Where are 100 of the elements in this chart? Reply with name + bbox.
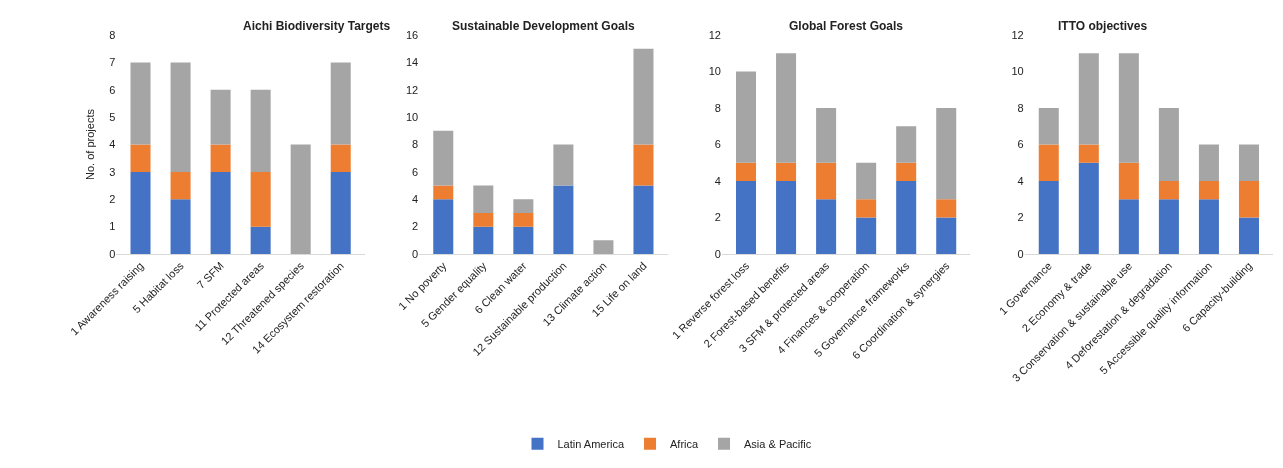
y-tick-label: 0 (109, 247, 116, 260)
bar (1238, 144, 1259, 181)
bar (1158, 199, 1179, 254)
bar (633, 185, 654, 254)
bar (473, 185, 494, 213)
bar (1078, 144, 1099, 163)
bar (736, 181, 757, 254)
y-tick-label: 4 (714, 174, 721, 187)
bar (1078, 162, 1099, 254)
bar (433, 130, 454, 186)
bar (513, 212, 534, 227)
bar (896, 126, 917, 163)
y-tick-label: 5 (109, 110, 116, 123)
bar (1238, 217, 1259, 254)
bar (896, 181, 917, 254)
bar (473, 212, 494, 227)
bar (433, 199, 454, 254)
bar (170, 62, 191, 172)
bar (856, 199, 877, 218)
bar (936, 108, 957, 200)
bar (1158, 108, 1179, 181)
bar (593, 240, 614, 254)
bar (1198, 181, 1219, 200)
bar (633, 144, 654, 186)
bar (513, 226, 534, 254)
y-tick-label: 12 (405, 83, 419, 96)
y-tick-label: 6 (412, 165, 419, 178)
bar (250, 226, 271, 254)
y-tick-label: 8 (714, 101, 721, 114)
bar (210, 171, 231, 254)
y-tick-label: 3 (109, 165, 116, 178)
y-tick-label: 2 (412, 220, 419, 233)
y-tick-label: 6 (109, 83, 116, 96)
y-tick-label: 6 (714, 138, 721, 151)
chart-title: Aichi Biodiversity Targets (243, 19, 391, 33)
bar (250, 171, 271, 227)
bar (816, 108, 837, 163)
y-tick-label: 4 (109, 138, 116, 151)
bar (210, 144, 231, 172)
y-tick-label: 8 (1017, 101, 1024, 114)
bar (1078, 53, 1099, 145)
bar (736, 162, 757, 181)
bar (330, 144, 351, 172)
y-tick-label: 4 (412, 193, 419, 206)
bar (433, 185, 454, 200)
legend-label: Africa (670, 437, 700, 450)
chart-title: ITTO objectives (1058, 19, 1148, 33)
y-tick-label: 10 (708, 65, 721, 78)
bar (330, 171, 351, 254)
chart-title: Global Forest Goals (789, 19, 904, 33)
bar (1038, 144, 1059, 181)
bar (633, 48, 654, 145)
bar (330, 62, 351, 145)
y-tick-label: 7 (109, 56, 116, 69)
bar (210, 89, 231, 145)
bar (513, 199, 534, 213)
bar (473, 226, 494, 254)
y-tick-label: 10 (405, 110, 419, 123)
bar (1198, 144, 1219, 181)
bar (553, 185, 574, 254)
bar (250, 89, 271, 172)
y-tick-label: 16 (405, 28, 419, 41)
y-tick-label: 12 (708, 28, 721, 41)
bar (1118, 162, 1139, 200)
bar (170, 199, 191, 254)
y-tick-label: 8 (109, 28, 116, 41)
y-tick-label: 0 (714, 247, 721, 260)
legend-label: Latin America (557, 437, 626, 450)
bar (1198, 199, 1219, 254)
bar (1038, 181, 1059, 254)
bar (1158, 181, 1179, 200)
y-tick-label: 2 (109, 193, 116, 206)
y-tick-label: 1 (109, 220, 116, 233)
bar (816, 162, 837, 200)
bar (856, 217, 877, 254)
y-tick-label: 6 (1017, 138, 1024, 151)
bar (776, 162, 797, 181)
bar (130, 171, 151, 254)
y-tick-label: 14 (405, 56, 419, 69)
bar (1038, 108, 1059, 145)
bar (130, 62, 151, 145)
y-tick-label: 0 (412, 247, 419, 260)
y-tick-label: 4 (1017, 174, 1024, 187)
bar (896, 162, 917, 181)
bar (936, 217, 957, 254)
bar (816, 199, 837, 254)
bar (736, 71, 757, 163)
bar (290, 144, 311, 254)
chart-title: Sustainable Development Goals (452, 19, 636, 33)
y-tick-label: 12 (1011, 28, 1024, 41)
bar (1118, 53, 1139, 163)
bar (170, 171, 191, 200)
y-tick-label: 10 (1011, 65, 1024, 78)
bar (1238, 181, 1259, 218)
bar (130, 144, 151, 172)
y-tick-label: 2 (714, 211, 721, 224)
bar (856, 162, 877, 200)
bar (776, 181, 797, 254)
bar (776, 53, 797, 163)
y-axis-title: No. of projects (84, 108, 97, 180)
